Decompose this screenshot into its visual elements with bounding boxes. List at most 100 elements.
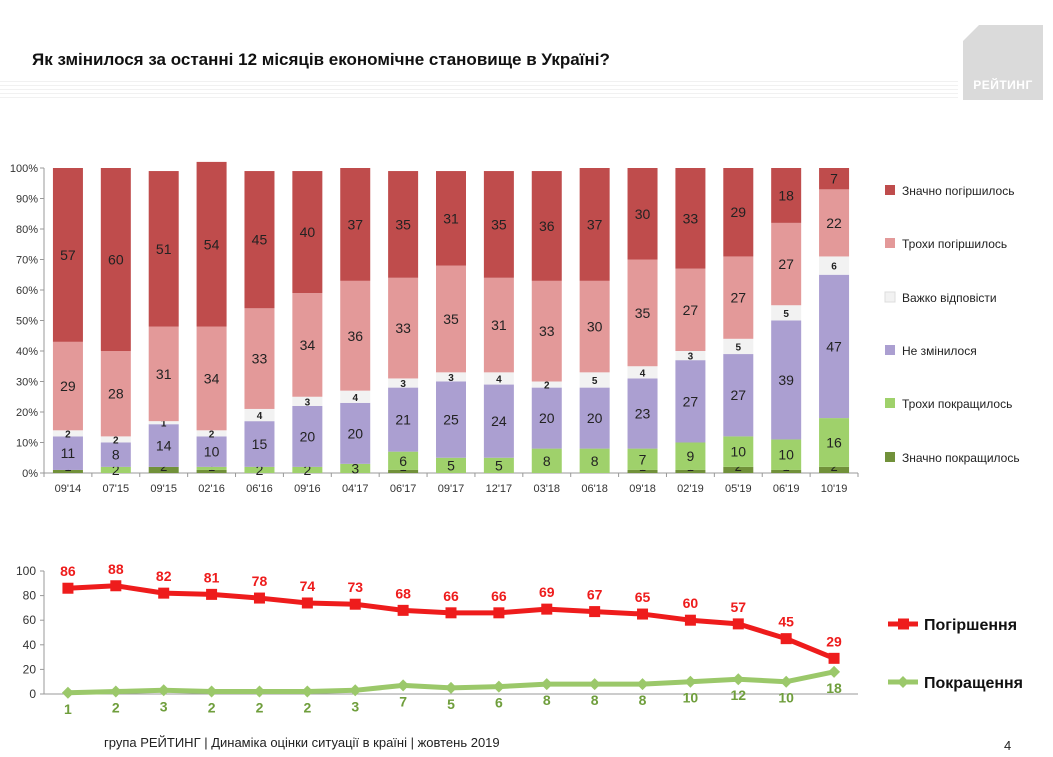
bar-value-label: 2	[112, 462, 120, 478]
bar-value-label: 4	[257, 411, 263, 422]
line-point	[349, 598, 361, 610]
bar-segment	[436, 457, 466, 473]
bar-segment	[244, 408, 275, 422]
bar-legend-label: Значно погіршилось	[902, 184, 1014, 198]
brand-logo: РЕЙТИНГ	[963, 25, 1043, 100]
line-point	[588, 678, 601, 691]
bar-value-label: 31	[156, 366, 172, 382]
bar-value-label: 2	[303, 462, 311, 478]
bar-value-label: 8	[591, 453, 599, 469]
line-value-label: 65	[635, 589, 651, 605]
bar-value-label: 14	[156, 438, 172, 454]
bar-legend-label: Трохи покращилось	[902, 397, 1012, 411]
line-value-label: 67	[587, 587, 603, 603]
line-value-label: 86	[60, 563, 76, 579]
bar-segment	[579, 168, 610, 281]
bar-segment	[196, 469, 227, 473]
bar-segment	[100, 442, 131, 467]
bar-segment	[436, 381, 466, 458]
bar-segment	[292, 466, 323, 473]
bar-segment	[340, 168, 371, 281]
bar-value-label: 29	[731, 204, 747, 220]
bar-segment	[436, 171, 466, 266]
bar-value-label: 31	[491, 317, 507, 333]
bar-legend-label: Значно покращилось	[902, 451, 1020, 465]
bar-value-label: 7	[830, 171, 838, 187]
bar-value-label: 20	[300, 428, 316, 444]
bar-segment	[675, 168, 706, 269]
line-value-label: 29	[826, 633, 842, 649]
bar-value-label: 5	[592, 376, 598, 387]
line-point	[397, 679, 410, 692]
bar-y-tick-label: 40%	[16, 346, 38, 358]
bar-value-label: 7	[639, 451, 647, 467]
line-point	[253, 685, 266, 698]
bar-value-label: 20	[587, 410, 603, 426]
bar-segment	[148, 424, 179, 467]
line-point	[589, 606, 601, 618]
bar-value-label: 23	[635, 406, 651, 422]
bar-segment	[675, 360, 706, 443]
bar-segment	[483, 457, 514, 473]
bar-value-label: 5	[783, 309, 789, 320]
title-underline	[0, 80, 958, 98]
line-point	[301, 597, 313, 609]
line-point	[349, 684, 362, 697]
bar-x-tick-label: 09'18	[629, 483, 656, 495]
line-point	[637, 608, 649, 620]
bar-value-label: 3	[351, 460, 359, 476]
bar-segment	[771, 439, 802, 470]
line-legend-marker	[897, 676, 909, 688]
bar-value-label: 37	[347, 216, 363, 232]
line-value-label: 66	[491, 588, 507, 604]
bar-segment	[819, 418, 850, 467]
bar-x-tick-label: 09'16	[294, 483, 321, 495]
bar-segment	[723, 338, 754, 355]
bar-x-tick-label: 12'17	[486, 483, 513, 495]
line-value-label: 5	[447, 696, 455, 712]
bar-value-label: 35	[443, 311, 459, 327]
bar-segment	[148, 171, 179, 327]
bar-value-label: 1	[161, 419, 167, 430]
bar-segment	[388, 469, 419, 473]
line-legend-label: Покращення	[924, 675, 1023, 692]
bar-segment	[292, 171, 323, 294]
line-value-label: 2	[112, 700, 120, 716]
line-point	[493, 607, 505, 619]
line-y-tick-label: 100	[16, 564, 36, 578]
bar-value-label: 3	[688, 352, 694, 363]
line-point	[62, 582, 74, 594]
bar-segment	[388, 387, 419, 452]
line-value-label: 7	[399, 693, 407, 709]
bar-value-label: 28	[108, 386, 124, 402]
logo-text: РЕЙТИНГ	[973, 78, 1033, 92]
bar-value-label: 4	[352, 393, 358, 404]
bar-x-tick-label: 06'16	[246, 483, 273, 495]
bar-value-label: 2	[65, 429, 71, 440]
bar-segment	[388, 171, 419, 278]
bar-x-tick-label: 06'19	[773, 483, 800, 495]
bar-value-label: 8	[543, 453, 551, 469]
bar-y-tick-label: 50%	[16, 316, 38, 328]
bar-segment	[483, 372, 514, 385]
bar-segment	[627, 448, 658, 470]
line-value-label: 1	[64, 701, 72, 717]
logo-corner	[963, 25, 979, 41]
line-point	[109, 685, 122, 698]
bar-segment	[292, 396, 323, 406]
bar-value-label: 31	[443, 210, 459, 226]
bar-value-label: 60	[108, 252, 124, 268]
bar-value-label: 21	[395, 412, 411, 428]
bar-segment	[436, 265, 466, 373]
bar-segment	[196, 430, 227, 437]
bar-value-label: 9	[687, 448, 695, 464]
bar-value-label: 34	[204, 370, 220, 386]
bar-segment	[100, 436, 131, 443]
bar-legend-swatch	[885, 398, 895, 408]
bar-segment	[100, 466, 131, 473]
bar-segment	[675, 469, 706, 473]
bar-value-label: 3	[400, 379, 406, 390]
line-value-label: 3	[160, 698, 168, 714]
